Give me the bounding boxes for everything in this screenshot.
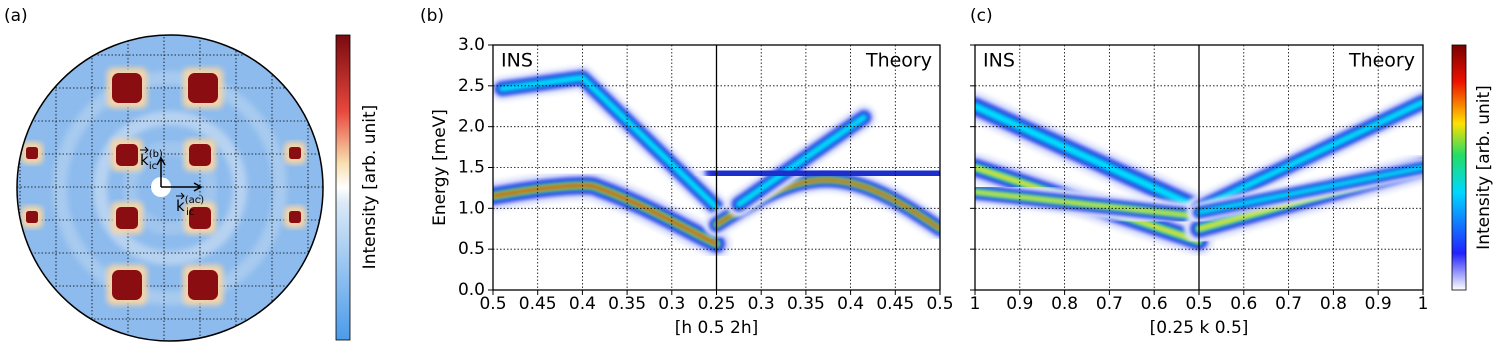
vector-sub: ic	[186, 207, 194, 218]
x-tick-label: 0.6	[1230, 294, 1257, 314]
vector-symbol: k	[140, 151, 149, 169]
x-tick-label: 0.4	[569, 294, 596, 314]
vector-hat	[140, 146, 149, 154]
x-tick-label: 0.7	[1096, 294, 1123, 314]
map-spot	[26, 147, 38, 159]
vector-symbol: k	[176, 197, 185, 215]
vector-sub: ic	[149, 161, 157, 172]
panel-label: (b)	[420, 6, 444, 26]
map	[17, 35, 323, 341]
intensity-band	[975, 190, 1201, 219]
x-tick-label: 1	[1418, 294, 1429, 314]
y-tick-label: 0.5	[458, 239, 485, 259]
x-tick-label: 0.35	[787, 294, 825, 314]
map-ring	[53, 71, 287, 305]
y-tick-label: 2.5	[458, 76, 485, 96]
x-tick-label: 0.9	[1365, 294, 1392, 314]
map-spot	[112, 270, 142, 300]
x-tick-label: 0.7	[1275, 294, 1302, 314]
x-tick-label: 0.3	[658, 294, 685, 314]
map-spot	[188, 73, 218, 103]
panel-title: Theory	[865, 50, 932, 72]
vector-hat	[176, 192, 185, 200]
x-tick-label: 0.8	[1051, 294, 1078, 314]
map-spot	[289, 211, 301, 223]
y-tick-label: 1.0	[458, 198, 485, 218]
y-tick-label: 2.0	[458, 117, 485, 137]
vector-sup: (b)	[149, 149, 163, 160]
map-spot	[116, 207, 138, 229]
y-tick-label: 1.5	[458, 158, 485, 178]
intensity-band	[1196, 164, 1423, 216]
map-spot	[189, 144, 211, 166]
intensity-band	[975, 102, 1204, 213]
map-spot	[289, 147, 301, 159]
y-tick-label: 3.0	[458, 35, 485, 55]
x-tick-label: 0.45	[519, 294, 557, 314]
x-tick-label: 0.5	[1185, 294, 1212, 314]
x-tick-label: 0.8	[1320, 294, 1347, 314]
map-spot	[116, 144, 138, 166]
intensity-band	[707, 162, 940, 184]
colorbar-label: Intensity [arb. unit]	[1474, 85, 1494, 250]
plot-frame	[974, 44, 1424, 291]
heatmap	[975, 89, 1423, 256]
colorbar-label: Intensity [arb. unit]	[360, 105, 380, 270]
intensity-band	[493, 184, 718, 246]
x-axis-label: [0.25 k 0.5]	[1150, 318, 1249, 338]
colorbar	[1451, 44, 1467, 291]
map-spot	[112, 73, 142, 103]
x-tick-label: 0.45	[876, 294, 914, 314]
vector-label: k(ac) ic	[176, 195, 204, 218]
x-axis-label: [h 0.5 2h]	[675, 318, 758, 338]
x-tick-label: 0.6	[1141, 294, 1168, 314]
panel-title: INS	[501, 50, 533, 72]
x-tick-label: 0.4	[837, 294, 864, 314]
y-axis-label: Energy [meV]	[430, 109, 450, 226]
vector-arrow	[156, 156, 166, 187]
map-spot	[189, 207, 211, 229]
map-border	[16, 34, 324, 342]
panel-title: INS	[983, 50, 1015, 72]
x-tick-label: 0.9	[1006, 294, 1033, 314]
map-spot	[188, 270, 218, 300]
y-tick-label: 0.0	[458, 280, 485, 300]
vector-arrow	[161, 182, 203, 192]
panel-title: Theory	[1348, 50, 1415, 72]
x-tick-label: 0.3	[748, 294, 775, 314]
panel-label: (a)	[4, 6, 28, 26]
vector-label: k(b) ic	[140, 149, 163, 172]
x-tick-label: 0.25	[698, 294, 736, 314]
vector-sup: (ac)	[185, 195, 205, 206]
intensity-band	[1195, 98, 1423, 212]
colorbar	[335, 34, 351, 341]
map-ring	[123, 141, 217, 235]
plot-frame	[492, 44, 941, 291]
x-tick-label: 0.35	[608, 294, 646, 314]
heatmap	[493, 65, 940, 290]
x-tick-label: 0.5	[926, 294, 953, 314]
x-tick-label: 0.5	[479, 294, 506, 314]
panel-label: (c)	[970, 6, 993, 26]
x-tick-label: 1	[970, 294, 981, 314]
map-ring	[93, 111, 247, 265]
map-spot	[26, 211, 38, 223]
